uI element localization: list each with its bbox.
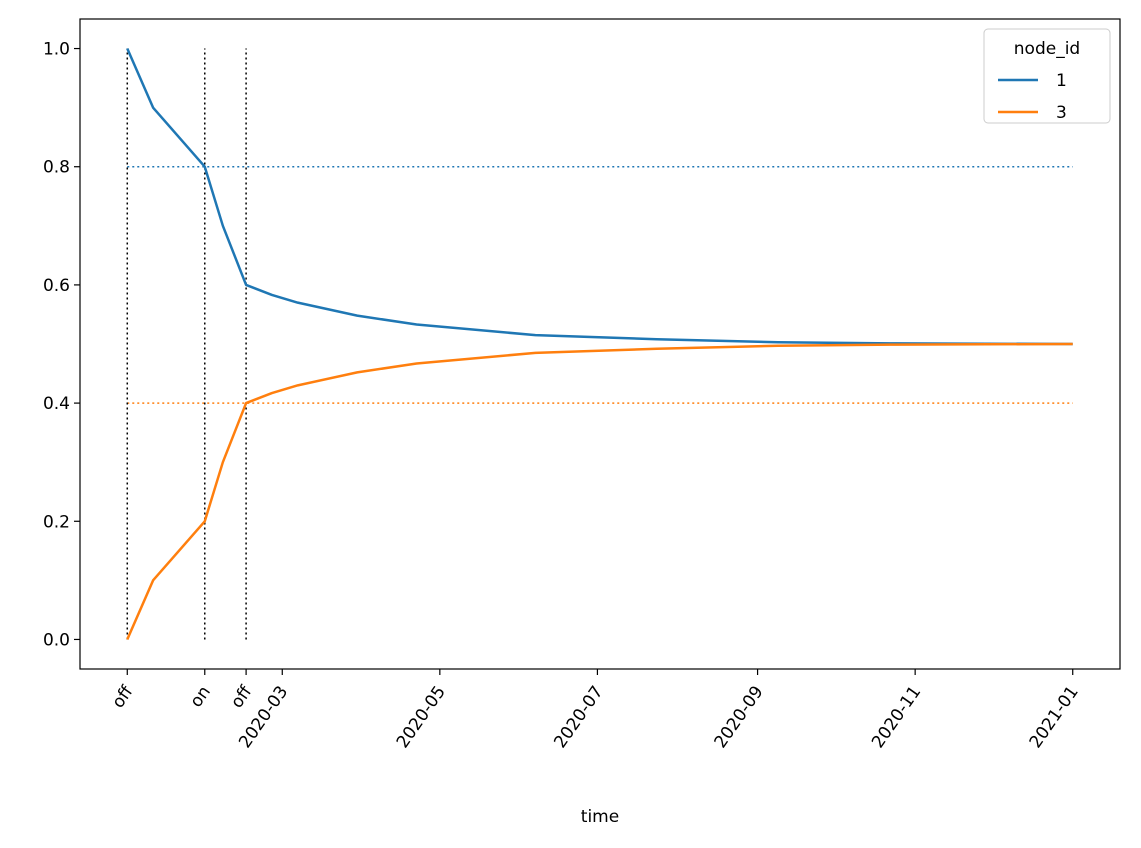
legend-title: node_id: [1014, 39, 1080, 59]
legend-box: [983, 28, 1111, 124]
y-tick-label: 1.0: [43, 40, 70, 60]
y-tick-label: 0.6: [43, 276, 70, 296]
x-tick-label: off: [108, 681, 138, 712]
y-tick-label: 0.0: [43, 630, 70, 650]
series-line: [126, 342, 1073, 640]
y-tick-label: 0.2: [43, 512, 70, 532]
x-tick-label: 2021-01: [1026, 682, 1083, 752]
legend-label: 1: [1056, 71, 1067, 91]
x-tick-label: on: [186, 682, 215, 711]
x-tick-label: 2020-11: [868, 682, 925, 752]
y-tick-label: 0.4: [43, 394, 70, 414]
legend: node_id 1 3: [983, 28, 1111, 124]
x-tick-label: 2020-07: [550, 682, 607, 752]
x-tick-label: 2020-09: [711, 682, 768, 752]
legend-label: 3: [1056, 103, 1067, 123]
x-axis-label: time: [581, 807, 619, 827]
x-tick-label: 2020-05: [393, 682, 450, 752]
x-tick-label: off: [227, 681, 257, 712]
y-tick-label: 0.8: [43, 158, 70, 178]
plot-frame: [79, 18, 1121, 670]
series-line: [126, 48, 1073, 346]
